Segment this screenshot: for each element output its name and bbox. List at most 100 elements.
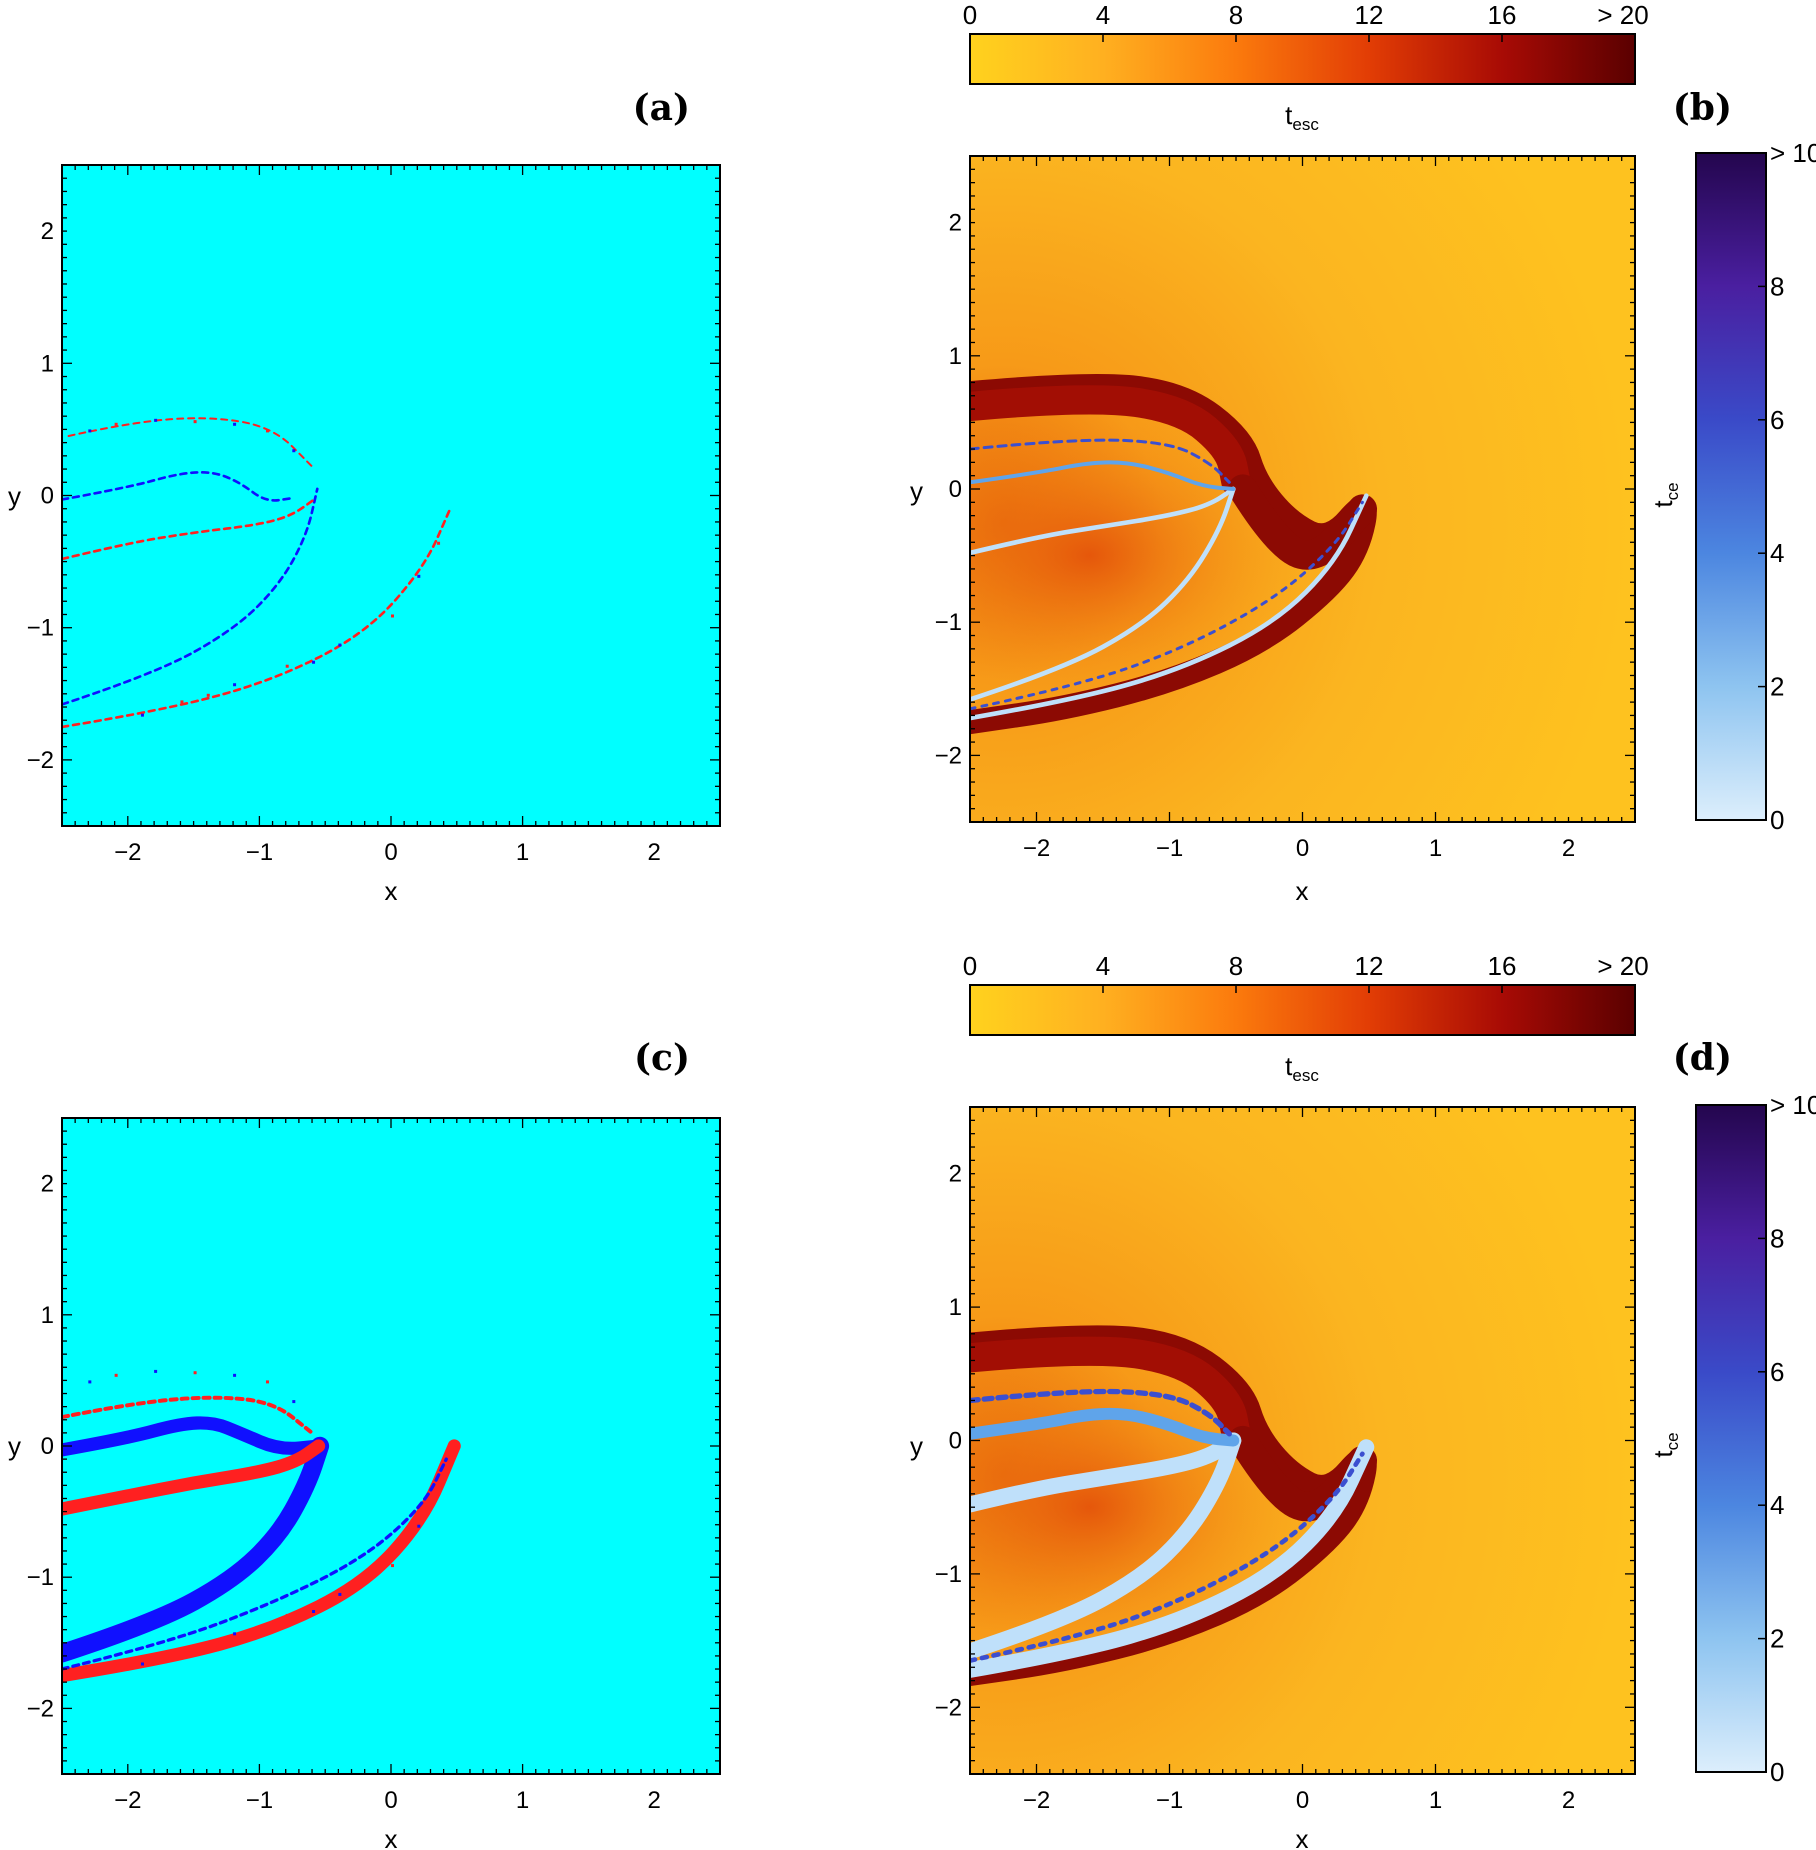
colorbar-esc-label: tesc (1285, 100, 1319, 134)
colorbar-esc-tick-label: 4 (1096, 951, 1110, 981)
x-tick-label: −1 (1156, 835, 1183, 862)
basin-curve-red (62, 1439, 326, 1516)
x-tick-label: 2 (648, 1787, 661, 1814)
colorbar-esc-tick-label: 8 (1229, 0, 1243, 30)
colorbar-esc-bar (969, 984, 1636, 1036)
colorbar-esc-tick-label: 8 (1229, 951, 1243, 981)
x-tick-label: 1 (516, 1787, 529, 1814)
basin-dot (285, 1613, 289, 1617)
y-tick-label: −1 (935, 1561, 962, 1588)
basin-curve-red (62, 1395, 314, 1435)
basin-curve-red (67, 417, 313, 468)
x-tick-label: −2 (1023, 835, 1050, 862)
y-tick-label: −1 (27, 615, 54, 642)
basin-dot (206, 693, 210, 697)
collision-curve (970, 460, 1236, 491)
colorbar-esc-bar (969, 33, 1636, 85)
basin-background (62, 1118, 720, 1774)
colorbar-ce-bar (1695, 152, 1767, 821)
colorbar-ce-bar (1695, 1104, 1767, 1773)
basin-dot (265, 1380, 269, 1384)
basin-dot (233, 1632, 237, 1636)
x-tick-label: 1 (516, 839, 529, 866)
collision-curve (970, 1439, 1375, 1678)
x-tick-label: −1 (246, 839, 273, 866)
basin-curve-blue (62, 487, 319, 706)
y-tick-label: 0 (949, 476, 962, 503)
basin-dot (140, 713, 144, 717)
x-tick-label: 2 (648, 839, 661, 866)
colorbar-esc-tick-label: 16 (1488, 0, 1517, 30)
colorbar-esc-tick-label: 4 (1096, 0, 1110, 30)
y-tick-label: −2 (935, 1694, 962, 1721)
basin-dot (140, 1662, 144, 1666)
basin-curve-blue (62, 1416, 326, 1457)
basin-dot (180, 1649, 184, 1653)
y-axis-label: y (910, 476, 923, 506)
colorbar-ce-label-subscript: ce (1663, 1432, 1682, 1450)
basin-dot (417, 1524, 421, 1528)
colorbar-ce-tick-label: 2 (1770, 1624, 1784, 1654)
basin-dot (154, 1369, 158, 1373)
colorbar-esc-label-subscript: esc (1292, 1066, 1319, 1085)
y-tick-label: −2 (27, 747, 54, 774)
basin-dot (233, 1373, 237, 1377)
escape-map-d (970, 1107, 1635, 1774)
long-escape-band (1228, 474, 1378, 570)
axes-b: −2 −1 0 1 2 −2 −1 0 1 2 x y (b) (910, 87, 1732, 906)
basin-dot (193, 1371, 197, 1375)
y-tick-label: −2 (935, 742, 962, 769)
colorbar-esc-tick-label: 12 (1355, 951, 1384, 981)
basin-background (62, 165, 720, 826)
colorbar-esc-tick-label: 0 (963, 0, 977, 30)
panel-label-a: (a) (633, 87, 690, 129)
colorbar-ce-tick-label: 6 (1770, 405, 1784, 435)
panel-label-c: (c) (634, 1037, 690, 1079)
collision-curve (970, 493, 1369, 721)
y-tick-label: 2 (41, 218, 54, 245)
x-tick-label: 0 (384, 1787, 397, 1814)
y-tick-label: −1 (27, 1564, 54, 1591)
x-tick-label: 2 (1562, 835, 1575, 862)
escape-map-b (970, 156, 1635, 822)
colorbar-esc-tick-label: 16 (1488, 951, 1517, 981)
basin-dot (338, 643, 342, 647)
basin-dot (437, 1491, 441, 1495)
basin-dot (114, 422, 118, 426)
y-tick-label: 0 (41, 483, 54, 510)
y-tick-label: 1 (949, 343, 962, 370)
y-tick-label: 0 (41, 1433, 54, 1460)
x-tick-label: −1 (246, 1787, 273, 1814)
axes-c: −2 −1 0 1 2 −2 −1 0 1 2 x y (c) (8, 1037, 721, 1850)
collision-curve (970, 1451, 1365, 1663)
colorbar-esc-tick-label: 12 (1355, 0, 1384, 30)
basin-dot (233, 422, 237, 426)
basin-curve-blue (62, 471, 294, 502)
y-tick-label: 2 (41, 1171, 54, 1198)
colorbar-esc-tick-label: 0 (963, 951, 977, 981)
collision-curve (970, 1388, 1232, 1437)
basin-curve-red (62, 1439, 461, 1683)
x-tick-label: −1 (1156, 1787, 1183, 1814)
y-tick-label: 1 (41, 350, 54, 377)
colorbar-ce-tick-label: 0 (1770, 1757, 1784, 1787)
colorbar-ce-tick-label: 8 (1770, 1223, 1784, 1253)
basin-dot (437, 541, 441, 545)
basin-map-a (62, 165, 720, 826)
basin-dot (88, 429, 92, 433)
x-tick-label: 0 (384, 839, 397, 866)
basin-dot (206, 1642, 210, 1646)
y-tick-label: 1 (949, 1294, 962, 1321)
basin-dot (292, 1400, 296, 1404)
x-tick-label: −2 (1023, 1787, 1050, 1814)
x-tick-label: −2 (114, 839, 141, 866)
x-tick-label: 0 (1296, 835, 1309, 862)
basin-dot (88, 1380, 92, 1384)
basin-dot (285, 664, 289, 668)
y-tick-label: 2 (949, 210, 962, 237)
colorbar-ce-tick-label: 2 (1770, 672, 1784, 702)
collision-curve (970, 1407, 1240, 1447)
colorbar-esc-label-subscript: esc (1292, 115, 1319, 134)
x-tick-label: 1 (1429, 1787, 1442, 1814)
